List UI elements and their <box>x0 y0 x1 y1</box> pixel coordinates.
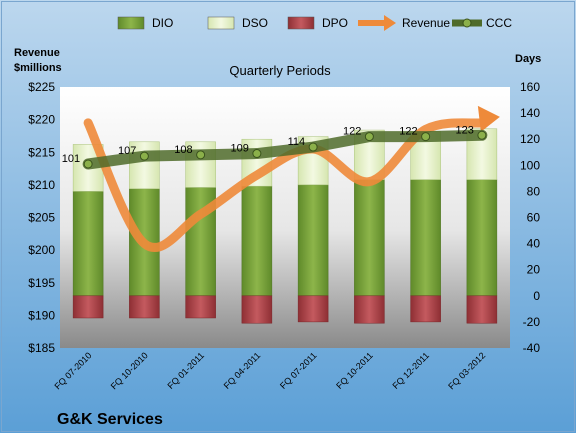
ccc-point <box>364 132 374 142</box>
ccc-point <box>252 149 262 159</box>
ccc-data-label: 107 <box>118 145 136 157</box>
left-axis-ticks: $185 $190 $195 $200 $205 $210 $215 $220 $225 <box>28 80 55 355</box>
right-tick-label: 100 <box>520 158 540 172</box>
left-tick-label: $220 <box>28 113 55 127</box>
ccc-point <box>477 130 487 140</box>
left-tick-label: $185 <box>28 341 55 355</box>
ccc-data-label: 101 <box>62 153 80 165</box>
ccc-point <box>139 151 149 161</box>
right-tick-label: 40 <box>527 237 541 251</box>
left-tick-label: $225 <box>28 80 55 94</box>
dpo-bar <box>410 295 441 323</box>
dio-bar <box>466 179 498 297</box>
ccc-point <box>83 159 93 169</box>
left-tick-label: $190 <box>28 308 55 322</box>
dio-bar <box>354 179 385 297</box>
right-tick-label: 20 <box>527 263 541 277</box>
legend-label: Revenue <box>402 16 450 30</box>
ccc-data-label: 122 <box>399 126 417 138</box>
right-tick-label: 80 <box>527 184 541 198</box>
ccc-series: 101 107 108 109 114 122 122 123 <box>62 124 488 170</box>
company-name: G&K Services <box>57 411 163 428</box>
dpo-bar <box>185 295 216 319</box>
legend-label: DPO <box>322 16 348 30</box>
ccc-data-label: 123 <box>456 124 474 136</box>
legend: DIO DSO DPO Revenue CCC <box>117 15 512 31</box>
right-axis-ticks: -40 -20 0 20 40 60 80 100 120 140 160 <box>520 80 540 355</box>
dpo-bar <box>129 295 160 319</box>
chart-title: Quarterly Periods <box>229 63 331 78</box>
ccc-data-label: 109 <box>231 143 249 155</box>
dio-bar <box>297 184 329 297</box>
dpo-bar <box>297 295 329 323</box>
legend-label: CCC <box>486 16 512 30</box>
dpo-bar <box>241 295 273 324</box>
right-tick-label: -40 <box>523 341 541 355</box>
left-axis-label-line1: Revenue <box>14 47 60 59</box>
right-tick-label: 160 <box>520 80 540 94</box>
dpo-bar <box>72 295 104 319</box>
legend-swatch <box>287 16 315 30</box>
legend-swatch <box>117 16 145 30</box>
legend-label: DIO <box>152 16 173 30</box>
legend-swatch <box>207 16 235 30</box>
ccc-point <box>196 150 206 160</box>
dpo-bar <box>466 295 498 324</box>
ccc-line <box>82 129 488 170</box>
dio-bar <box>241 185 273 297</box>
legend-marker <box>462 18 472 28</box>
left-tick-label: $215 <box>28 145 55 159</box>
left-tick-label: $200 <box>28 243 55 257</box>
legend-arrow <box>384 15 396 31</box>
right-tick-label: 140 <box>520 106 540 120</box>
revenue-arrowhead <box>477 105 500 132</box>
bars <box>72 128 498 324</box>
ccc-data-label: 122 <box>343 126 361 138</box>
dpo-bar <box>354 295 385 324</box>
right-tick-label: 60 <box>527 211 541 225</box>
ccc-data-label: 114 <box>288 136 306 148</box>
ccc-point <box>421 132 431 142</box>
dio-bar <box>410 179 441 297</box>
left-tick-label: $210 <box>28 178 55 192</box>
ccc-point <box>308 142 318 152</box>
right-tick-label: -20 <box>523 315 541 329</box>
legend-label: DSO <box>242 16 268 30</box>
left-tick-label: $205 <box>28 211 55 225</box>
ccc-data-label: 108 <box>174 144 192 156</box>
left-axis-label-line2: $millions <box>14 62 62 74</box>
right-tick-label: 120 <box>520 132 540 146</box>
dso-bar <box>129 141 160 190</box>
right-axis-label: Days <box>515 53 541 65</box>
right-tick-label: 0 <box>533 289 540 303</box>
dio-bar <box>72 191 104 297</box>
left-tick-label: $195 <box>28 276 55 290</box>
